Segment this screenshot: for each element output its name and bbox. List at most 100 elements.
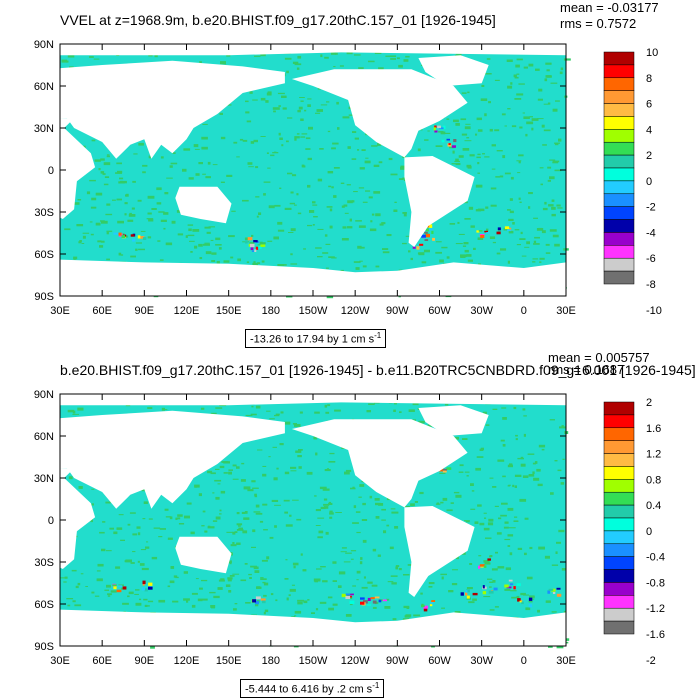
lon-tick-label: 90W <box>386 655 409 667</box>
lat-tick-label: 90N <box>34 389 54 401</box>
colorbar-swatch <box>603 270 635 285</box>
colorbar-tick-label: -0.8 <box>646 577 665 589</box>
lon-tick-label: 60W <box>428 655 451 667</box>
lat-tick-label: 60N <box>34 81 54 93</box>
lon-tick-label: 120W <box>341 655 370 667</box>
colorbar-swatch <box>603 180 635 195</box>
panel-title: VVEL at z=1968.9m, b.e20.BHIST.f09_g17.2… <box>60 12 496 28</box>
map-plot: 90N 60N 30N 0 30S 60S 90S 30E 60E 90E 120E 150E 180 1… <box>0 389 665 667</box>
lon-tick-label: 30W <box>470 655 493 667</box>
mean-stat: mean = 0.005757 <box>548 350 650 365</box>
lon-tick-label: 0 <box>521 655 527 667</box>
land-s-america <box>404 506 475 597</box>
panel-title: b.e20.BHIST.f09_g17.20thC.157_01 [1926-1… <box>60 362 696 378</box>
land-australia <box>175 536 232 574</box>
colorbar-swatch <box>603 543 635 557</box>
colorbar-swatch <box>603 257 635 272</box>
lat-tick-label: 30S <box>34 207 54 219</box>
colorbar-swatch <box>603 427 635 441</box>
colorbar-swatch <box>603 504 635 519</box>
colorbar: 2 1.6 1.2 0.8 0.4 0 -0.4 -0.8 -1.2 -1.6 -2 <box>603 397 665 667</box>
lon-tick-label: 0 <box>521 305 527 317</box>
colorbar-swatch <box>603 453 635 467</box>
colorbar-swatch <box>603 582 635 596</box>
range-unit-exponent: -1 <box>372 681 380 690</box>
colorbar-swatch <box>603 64 635 79</box>
lon-tick-label: 60E <box>92 305 112 317</box>
colorbar-swatch <box>603 620 635 635</box>
land-n-america <box>291 69 468 158</box>
lat-tick-label: 30S <box>34 557 54 569</box>
colorbar-swatch <box>603 595 635 609</box>
colorbar-swatch <box>603 479 635 493</box>
colorbar-swatch <box>603 51 635 66</box>
contour-range-label: -5.444 to 6.416 by .2 cm s-1 <box>240 679 385 698</box>
colorbar-swatch <box>603 167 635 182</box>
lon-tick-label: 120E <box>174 305 200 317</box>
lon-tick-label: 30E <box>50 305 70 317</box>
colorbar-swatch <box>603 607 635 622</box>
land-africa <box>0 118 96 219</box>
land-mask <box>0 44 566 296</box>
colorbar-swatch <box>603 232 635 246</box>
land-n-america <box>291 419 468 508</box>
colorbar-swatch <box>603 193 635 207</box>
colorbar-tick-label: 1.6 <box>646 423 661 435</box>
colorbar-tick-label: 10 <box>646 47 658 59</box>
lon-tick-label: 120E <box>174 655 200 667</box>
lon-tick-label: 180 <box>262 305 280 317</box>
colorbar-swatch <box>603 556 635 570</box>
lat-tick-label: 60N <box>34 431 54 443</box>
lon-tick-label: 180 <box>262 655 280 667</box>
land-africa <box>0 468 96 569</box>
lon-tick-label: 90E <box>135 305 155 317</box>
colorbar-tick-label: -1.2 <box>646 603 665 615</box>
colorbar-swatch <box>603 466 635 480</box>
colorbar-tick-label: 0 <box>646 176 652 188</box>
lon-tick-label: 90W <box>386 305 409 317</box>
lon-tick-label: 150W <box>299 305 328 317</box>
lat-tick-label: 90S <box>34 641 54 653</box>
mean-stat: mean = -0.03177 <box>560 0 659 15</box>
land-eurasia <box>3 410 285 509</box>
colorbar: 10 8 6 4 2 0 -2 -4 -6 -8 -10 <box>603 47 662 317</box>
colorbar-tick-label: -6 <box>646 253 656 265</box>
colorbar-swatch <box>603 440 635 454</box>
map-plot: 90N 60N 30N 0 30S 60S 90S 30E 60E 90E 120E 150E 180 1… <box>0 39 662 317</box>
lat-tick-label: 90N <box>34 39 54 51</box>
colorbar-tick-label: -10 <box>646 305 662 317</box>
lon-tick-label: 30W <box>470 305 493 317</box>
lon-tick-label: 30E <box>50 655 70 667</box>
lon-tick-label: 30E <box>556 655 576 667</box>
colorbar-tick-label: -1.6 <box>646 629 665 641</box>
colorbar-swatch <box>603 517 635 532</box>
lon-tick-label: 120W <box>341 305 370 317</box>
rms-stat: rms = 0.1687 <box>548 362 625 377</box>
land-antarctica <box>60 609 566 646</box>
lat-tick-label: 90S <box>34 291 54 303</box>
colorbar-tick-label: -2 <box>646 202 656 214</box>
colorbar-swatch <box>603 491 635 506</box>
colorbar-tick-label: -0.4 <box>646 552 665 564</box>
range-text: -5.444 to 6.416 by .2 cm s <box>245 683 373 696</box>
lon-tick-label: 30E <box>556 305 576 317</box>
lon-tick-label: 90E <box>135 655 155 667</box>
land-australia <box>175 186 232 224</box>
colorbar-swatch <box>603 401 635 416</box>
colorbar-swatch <box>603 530 635 545</box>
colorbar-swatch <box>603 77 635 91</box>
land-greenland <box>418 55 489 86</box>
colorbar-swatch <box>603 206 635 220</box>
colorbar-swatch <box>603 129 635 143</box>
colorbar-tick-label: 0.4 <box>646 500 661 512</box>
colorbar-tick-label: 4 <box>646 124 652 136</box>
colorbar-swatch <box>603 154 635 169</box>
lat-tick-label: 60S <box>34 249 54 261</box>
colorbar-tick-label: -4 <box>646 227 656 239</box>
colorbar-swatch <box>603 116 635 130</box>
lat-tick-label: 0 <box>48 515 54 527</box>
map-panel-bottom: b.e20.BHIST.f09_g17.20thC.157_01 [1926-1… <box>0 350 700 700</box>
land-s-america <box>404 156 475 247</box>
land-eurasia <box>3 60 285 159</box>
colorbar-swatch <box>603 141 635 156</box>
